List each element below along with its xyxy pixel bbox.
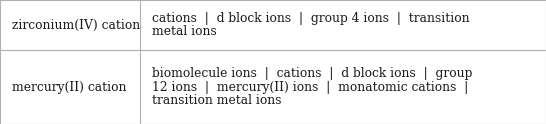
Text: 12 ions  |  mercury(II) ions  |  monatomic cations  |: 12 ions | mercury(II) ions | monatomic c… — [152, 80, 468, 93]
Text: mercury(II) cation: mercury(II) cation — [12, 80, 127, 93]
Text: cations  |  d block ions  |  group 4 ions  |  transition: cations | d block ions | group 4 ions | … — [152, 12, 470, 25]
Text: biomolecule ions  |  cations  |  d block ions  |  group: biomolecule ions | cations | d block ion… — [152, 67, 472, 80]
Text: metal ions: metal ions — [152, 25, 217, 38]
Text: transition metal ions: transition metal ions — [152, 93, 282, 107]
Text: zirconium(IV) cation: zirconium(IV) cation — [12, 18, 140, 31]
